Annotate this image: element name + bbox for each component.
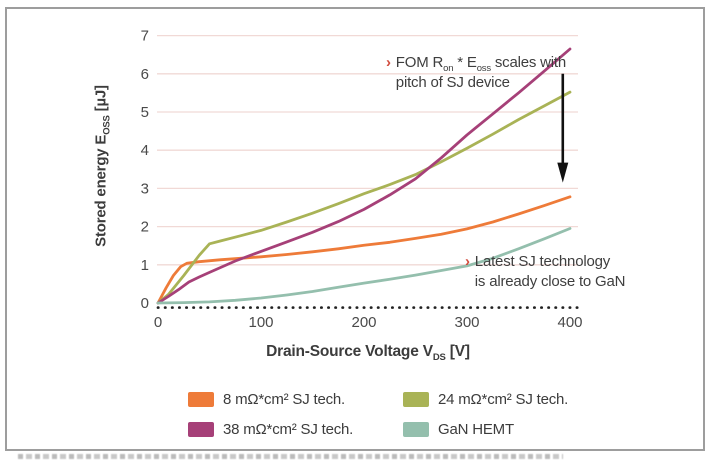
figure-frame <box>5 7 705 451</box>
annotation-gan: › Latest SJ technology is already close … <box>465 252 625 292</box>
x-tick-label: 300 <box>454 314 479 331</box>
x-tick-labels: 0 100 200 300 400 <box>154 314 583 331</box>
x-tick-label: 100 <box>248 314 273 331</box>
y-axis-label: Stored energy EOSS [µJ] <box>92 85 113 247</box>
legend-swatch-sj24 <box>403 392 429 407</box>
x-tick-label: 0 <box>154 314 162 331</box>
annotation-gan-text: Latest SJ technology is already close to… <box>474 253 626 290</box>
x-tick-label: 200 <box>351 314 376 331</box>
legend-item-sj24: 24 mΩ*cm² SJ tech. <box>403 391 568 408</box>
bullet-chevron-icon: › <box>465 253 470 270</box>
arrow-head <box>557 162 569 183</box>
y-tick-labels: 0 1 2 3 4 5 6 7 <box>141 28 149 312</box>
curve-sj8 <box>156 195 572 305</box>
curve-gan <box>156 227 572 305</box>
curve-sj38 <box>156 47 572 305</box>
cropped-caption-strip <box>18 454 563 459</box>
legend-swatch-sj8 <box>188 392 214 407</box>
x-tick-label: 400 <box>557 314 582 331</box>
y-tick-label: 7 <box>141 28 149 45</box>
chart-legend: 8 mΩ*cm² SJ tech. 24 mΩ*cm² SJ tech. 38 mΩ… <box>188 391 568 438</box>
legend-item-gan: GaN HEMT <box>403 421 568 438</box>
y-tick-label: 4 <box>141 142 149 159</box>
legend-item-sj38: 38 mΩ*cm² SJ tech. <box>188 421 403 438</box>
annotation-fom-text: FOM Ron * Eoss scales with pitch of SJ d… <box>395 54 567 91</box>
curve-sj24 <box>156 90 572 305</box>
legend-label: 24 mΩ*cm² SJ tech. <box>438 391 569 408</box>
y-tick-label: 6 <box>141 66 149 83</box>
legend-label: 38 mΩ*cm² SJ tech. <box>223 421 354 438</box>
y-tick-label: 5 <box>141 104 149 121</box>
legend-item-sj8: 8 mΩ*cm² SJ tech. <box>188 391 403 408</box>
y-tick-label: 2 <box>141 219 149 236</box>
y-tick-label: 3 <box>141 180 149 197</box>
legend-label: 8 mΩ*cm² SJ tech. <box>223 391 346 408</box>
legend-swatch-sj38 <box>188 422 214 437</box>
bullet-chevron-icon: › <box>386 54 391 71</box>
x-axis-label: Drain-Source Voltage VDS [V] <box>266 343 470 364</box>
series-curves <box>156 47 572 305</box>
down-arrow-icon <box>557 73 569 183</box>
y-tick-label: 1 <box>141 257 149 274</box>
annotation-fom: › FOM Ron * Eoss scales with pitch of SJ… <box>386 53 566 93</box>
legend-swatch-gan <box>403 422 429 437</box>
legend-label: GaN HEMT <box>438 421 514 438</box>
y-axis-subscript: OSS <box>101 115 113 135</box>
x-axis-subscript: DS <box>432 352 446 364</box>
y-tick-label: 0 <box>141 295 149 312</box>
